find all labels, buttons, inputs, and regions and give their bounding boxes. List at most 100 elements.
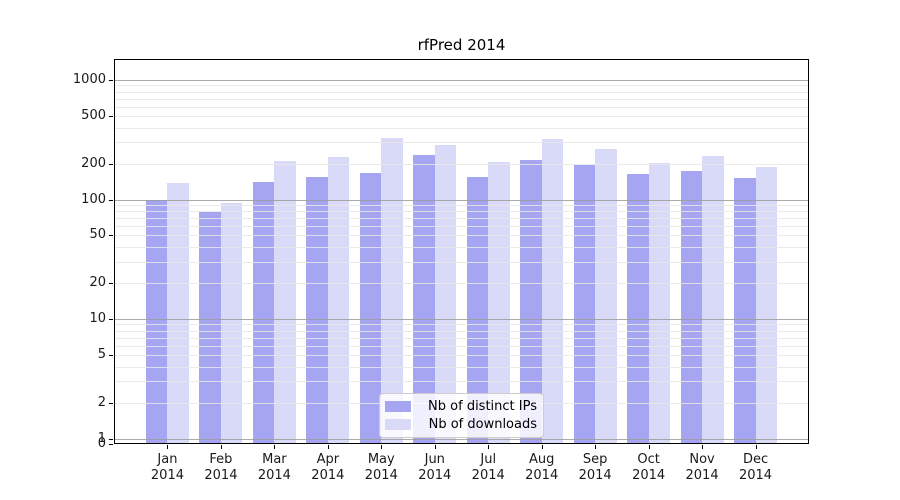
x-tick-label: Oct 2014 (632, 452, 666, 483)
x-tick-label: Jul 2014 (471, 452, 505, 483)
grid-line (114, 261, 809, 263)
y-tick-mark (109, 163, 113, 165)
x-tick-label: Feb 2014 (204, 452, 238, 483)
bar-downloads-nov (702, 156, 724, 444)
y-tick-label: 50 (89, 227, 106, 243)
grid-line (114, 98, 809, 100)
x-tick-label: Jun 2014 (418, 452, 452, 483)
x-tick-label: Nov 2014 (685, 452, 719, 483)
grid-line (114, 381, 809, 383)
grid-line (114, 354, 809, 356)
bar-downloads-jul (488, 161, 510, 444)
grid-line (114, 438, 809, 440)
grid-line (114, 345, 809, 347)
y-tick-mark (109, 235, 113, 237)
bar-downloads-jun (434, 144, 457, 444)
grid-line (114, 235, 809, 237)
bar-distinct-ips-dec (734, 178, 756, 444)
bar-distinct-ips-feb (199, 212, 221, 444)
legend-label-distinct-ips: Nb of distinct IPs (428, 398, 537, 414)
x-tick-mark (648, 445, 650, 449)
x-tick-mark (541, 445, 543, 449)
legend-entry-distinct-ips: Nb of distinct IPs (385, 398, 537, 415)
bar-downloads-oct (648, 163, 671, 444)
bar-distinct-ips-may (359, 172, 382, 444)
grid-line (114, 337, 809, 339)
grid-line (114, 204, 809, 206)
x-tick-mark (327, 445, 329, 449)
grid-line (114, 283, 809, 285)
grid-line (114, 91, 809, 93)
bar-distinct-ips-jun (413, 155, 435, 444)
grid-line (114, 199, 809, 201)
x-tick-label: Apr 2014 (311, 452, 345, 483)
grid-line (114, 211, 809, 213)
grid-line (114, 127, 809, 129)
bar-downloads-aug (541, 139, 564, 444)
grid-line (114, 218, 809, 219)
y-tick-mark (109, 444, 113, 445)
bar-distinct-ips-aug (520, 160, 542, 444)
grid-line (114, 330, 809, 332)
legend-swatch-downloads (385, 419, 411, 431)
y-tick-mark (109, 319, 113, 320)
grid-line (114, 163, 809, 165)
y-tick-label: 5 (97, 346, 106, 362)
grid-line (114, 85, 809, 87)
y-tick-label: 10 (89, 311, 106, 326)
x-tick-mark (434, 445, 436, 449)
grid-line (114, 319, 809, 320)
bar-downloads-apr (327, 156, 350, 444)
x-tick-mark (595, 445, 597, 449)
x-tick-label: Sep 2014 (578, 452, 612, 483)
y-tick-label: 1000 (72, 72, 106, 87)
bar-distinct-ips-mar (252, 182, 275, 444)
legend-label-downloads: Nb of downloads (428, 417, 537, 433)
legend-swatch-distinct-ips (385, 400, 411, 412)
x-tick-label: May 2014 (364, 452, 398, 483)
grid-line (114, 226, 809, 227)
y-tick-label: 1 (97, 430, 106, 446)
y-tick-mark (109, 115, 113, 117)
bar-distinct-ips-oct (627, 173, 649, 444)
y-tick-label: 20 (89, 275, 106, 291)
legend: Nb of distinct IPs Nb of downloads (379, 393, 544, 438)
x-tick-mark (755, 445, 757, 449)
y-tick-mark (109, 438, 113, 440)
bar-downloads-jan (167, 183, 189, 444)
x-tick-mark (274, 445, 276, 449)
y-tick-mark (109, 80, 113, 81)
x-tick-mark (220, 445, 222, 449)
y-tick-mark (109, 283, 113, 285)
bar-distinct-ips-sep (573, 164, 596, 444)
y-tick-label: 2 (97, 394, 106, 410)
grid-line (114, 142, 809, 144)
bar-distinct-ips-nov (680, 170, 703, 444)
y-tick-label: 500 (81, 107, 106, 123)
grid-line (114, 247, 809, 249)
chart-title: rfPred 2014 (417, 36, 506, 54)
x-tick-mark (702, 445, 704, 449)
bar-distinct-ips-apr (306, 176, 328, 444)
grid-line (114, 80, 809, 81)
x-tick-mark (381, 445, 383, 449)
bar-downloads-mar (274, 160, 296, 444)
x-tick-label: Mar 2014 (257, 452, 291, 483)
x-tick-mark (167, 445, 169, 449)
bar-downloads-sep (595, 148, 617, 444)
grid-line (114, 115, 809, 117)
x-tick-label: Jan 2014 (150, 452, 184, 483)
bar-distinct-ips-jul (466, 176, 489, 444)
bar-downloads-feb (220, 202, 243, 444)
grid-line (114, 324, 809, 326)
y-tick-label: 100 (81, 191, 106, 207)
bar-distinct-ips-jan (145, 199, 168, 444)
grid-line (114, 106, 809, 108)
x-tick-mark (488, 445, 490, 449)
y-tick-label: 200 (81, 155, 106, 171)
x-tick-label: Dec 2014 (738, 452, 773, 483)
legend-entry-downloads: Nb of downloads (385, 416, 537, 433)
y-tick-label: 0 (97, 436, 106, 451)
y-tick-mark (109, 199, 113, 201)
